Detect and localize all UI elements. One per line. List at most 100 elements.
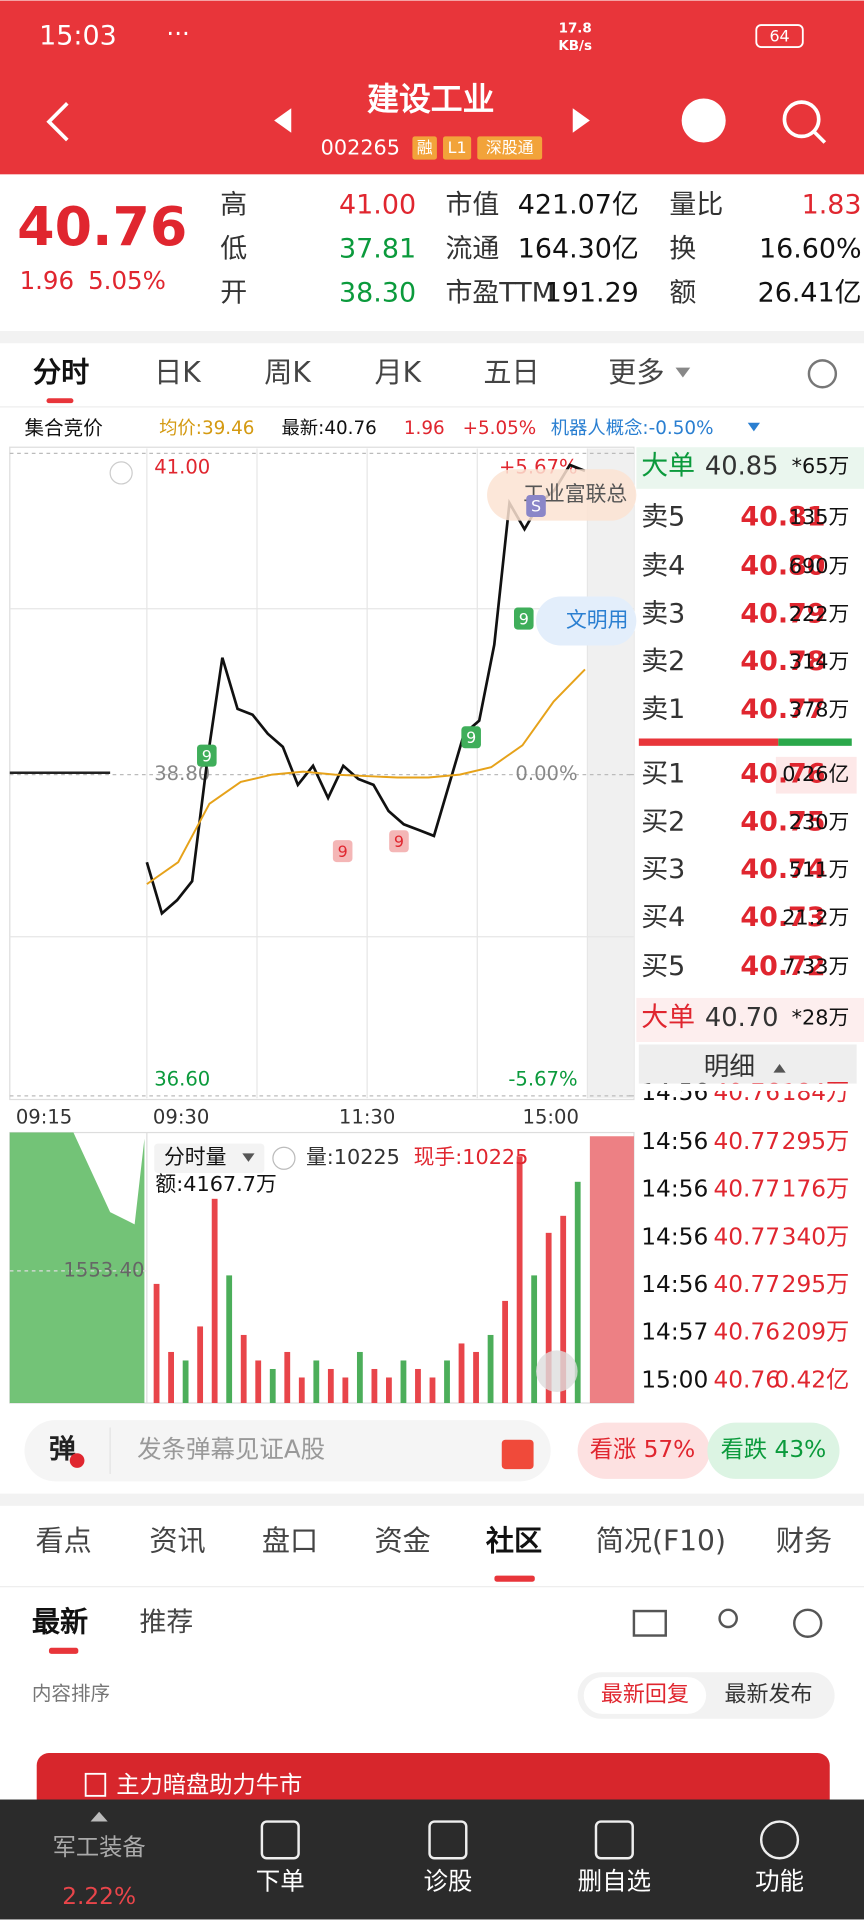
tag: L1 (448, 138, 467, 157)
community-tab[interactable]: 推荐 (140, 1607, 194, 1638)
volume-bar (545, 1232, 552, 1404)
auction-volume (9, 1132, 145, 1404)
trade-time: 14:57 (641, 1319, 708, 1346)
volume-title[interactable]: 分时量 (164, 1145, 226, 1169)
stat-value: 41.00 (339, 190, 416, 221)
trade-time: 14:56 (641, 1176, 708, 1203)
bid-highlight (775, 756, 857, 794)
price-line (146, 668, 586, 885)
assistant-button[interactable] (681, 98, 726, 143)
volume-label: 量:10225 (306, 1145, 400, 1169)
y2-tick-label: 0.00% (515, 762, 577, 785)
refresh-icon[interactable] (793, 1608, 823, 1638)
section-tab[interactable]: 财务 (776, 1525, 832, 1558)
section-tab[interactable]: 资金 (374, 1525, 430, 1558)
book-volume: 0.26亿 (782, 762, 849, 786)
book-price: 40.78 (740, 646, 825, 677)
section-tab[interactable]: 简况(F10) (596, 1525, 726, 1558)
volume-bar (327, 1368, 334, 1404)
volume-bar (298, 1377, 305, 1404)
book-price: 40.77 (740, 694, 825, 725)
search-button[interactable] (782, 100, 821, 139)
chart-tab[interactable]: 月K (374, 356, 422, 389)
chart-tab[interactable]: 日K (154, 356, 202, 389)
section-tab[interactable]: 盘口 (262, 1525, 318, 1558)
bullish-button[interactable]: 看涨 57% (590, 1436, 696, 1463)
volume-bar (415, 1368, 421, 1404)
volume-bar (400, 1360, 407, 1404)
signal-bg (332, 840, 353, 863)
volume-bar (371, 1368, 378, 1404)
promo-banner[interactable] (36, 1753, 830, 1815)
trade-price: 40.77 (713, 1223, 780, 1250)
signal-bg (389, 830, 409, 853)
settings-button[interactable] (807, 359, 838, 389)
trade-price: 40.77 (713, 1271, 780, 1298)
bullish-pill[interactable] (577, 1422, 710, 1479)
chart-tab[interactable]: 周K (264, 356, 312, 389)
nav-icon (759, 1820, 800, 1860)
danmaku-placeholder: 发条弹幕见证A股 (137, 1435, 325, 1464)
chart-tab[interactable]: 五日 (483, 356, 539, 389)
stat-value: 191.29 (545, 278, 639, 309)
hand-label: 现手:10225 (414, 1145, 529, 1169)
chart-tab[interactable]: 分时 (33, 356, 89, 389)
chart-tab[interactable]: 更多 (608, 356, 664, 389)
signal-bg (513, 607, 534, 630)
nav-item[interactable]: 下单 (256, 1867, 305, 1896)
book-label: 大单 (641, 450, 695, 481)
volume-bar (211, 1198, 218, 1404)
stat-label: 换 (669, 234, 696, 265)
volume-bar (226, 1275, 233, 1404)
sort-option[interactable]: 最新发布 (725, 1683, 813, 1708)
book-price: 40.73 (740, 902, 825, 933)
profile-icon[interactable] (718, 1608, 738, 1629)
expand-button[interactable] (536, 1350, 578, 1392)
trade-price: 40.76 (713, 1366, 780, 1393)
book-price: 40.80 (740, 551, 825, 582)
back-button[interactable] (46, 102, 69, 142)
trade-price: 40.76 (713, 1319, 780, 1346)
nav-item[interactable]: 删自选 (578, 1867, 651, 1896)
bearish-pill[interactable] (707, 1422, 840, 1479)
stat-label: 市值 (445, 190, 499, 221)
sort-active (583, 1677, 707, 1714)
volume-bar (429, 1377, 436, 1404)
detail-bg[interactable] (638, 1044, 857, 1089)
bearish-button[interactable]: 看跌 43% (721, 1436, 827, 1463)
section-tab[interactable]: 看点 (36, 1525, 92, 1558)
nav-item[interactable]: 功能 (755, 1867, 804, 1896)
y-tick-label: 36.60 (154, 1067, 210, 1090)
mail-icon[interactable] (632, 1609, 667, 1637)
section-tab[interactable]: 社区 (486, 1525, 542, 1558)
latest-change: 1.96 (404, 418, 445, 439)
sector-name[interactable]: 军工装备 (53, 1834, 146, 1861)
concept-caret (747, 422, 760, 432)
x-tick-label: 09:30 (153, 1105, 209, 1128)
book-price: 40.79 (740, 598, 825, 629)
detail-toggle[interactable]: 明细 (704, 1052, 755, 1082)
book-volume: *28万 (792, 1006, 850, 1030)
news-badge[interactable]: 文明用 (566, 608, 628, 632)
book-price: 40.72 (740, 951, 825, 982)
y2-tick-label: -5.67% (508, 1067, 577, 1090)
price-change-pct: 5.05% (88, 266, 166, 295)
book-volume: 230万 (789, 810, 850, 834)
trade-volume: 0.42亿 (774, 1366, 849, 1393)
section-tab[interactable]: 资讯 (149, 1525, 205, 1558)
next-stock[interactable] (572, 108, 590, 133)
prev-stock[interactable] (274, 108, 292, 133)
community-tab[interactable]: 最新 (32, 1605, 88, 1638)
nav-item[interactable]: 诊股 (423, 1867, 472, 1896)
trade-volume: 184万 (782, 1079, 850, 1106)
stat-label: 流通 (445, 234, 499, 265)
y-tick-label: 1553.40 (63, 1258, 144, 1281)
sort-option[interactable]: 最新回复 (601, 1683, 689, 1708)
volume-bar (444, 1360, 450, 1404)
stat-value: 164.30亿 (518, 234, 639, 265)
big-order-bg (636, 447, 864, 489)
stat-label: 额 (669, 278, 696, 309)
danmaku-input[interactable] (24, 1420, 551, 1482)
signal-marker: 9 (466, 728, 476, 747)
